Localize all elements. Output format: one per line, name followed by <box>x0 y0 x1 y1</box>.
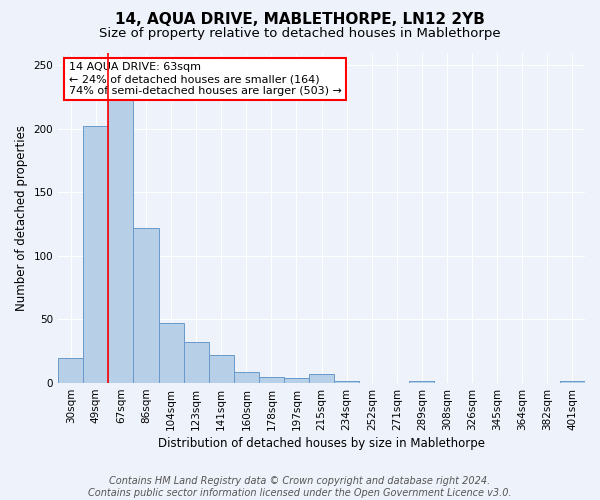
Bar <box>284 378 309 383</box>
Bar <box>309 374 334 383</box>
Bar <box>184 342 209 383</box>
Bar <box>259 376 284 383</box>
Bar <box>58 358 83 383</box>
Bar <box>209 355 234 383</box>
Bar <box>109 93 133 383</box>
Bar <box>158 324 184 383</box>
Bar <box>133 228 158 383</box>
Text: Contains HM Land Registry data © Crown copyright and database right 2024.
Contai: Contains HM Land Registry data © Crown c… <box>88 476 512 498</box>
Y-axis label: Number of detached properties: Number of detached properties <box>15 125 28 311</box>
Text: Size of property relative to detached houses in Mablethorpe: Size of property relative to detached ho… <box>99 28 501 40</box>
Text: 14, AQUA DRIVE, MABLETHORPE, LN12 2YB: 14, AQUA DRIVE, MABLETHORPE, LN12 2YB <box>115 12 485 28</box>
Bar <box>334 380 359 383</box>
Bar <box>83 126 109 383</box>
Text: 14 AQUA DRIVE: 63sqm
← 24% of detached houses are smaller (164)
74% of semi-deta: 14 AQUA DRIVE: 63sqm ← 24% of detached h… <box>69 62 341 96</box>
X-axis label: Distribution of detached houses by size in Mablethorpe: Distribution of detached houses by size … <box>158 437 485 450</box>
Bar <box>234 372 259 383</box>
Bar <box>409 380 434 383</box>
Bar <box>560 380 585 383</box>
